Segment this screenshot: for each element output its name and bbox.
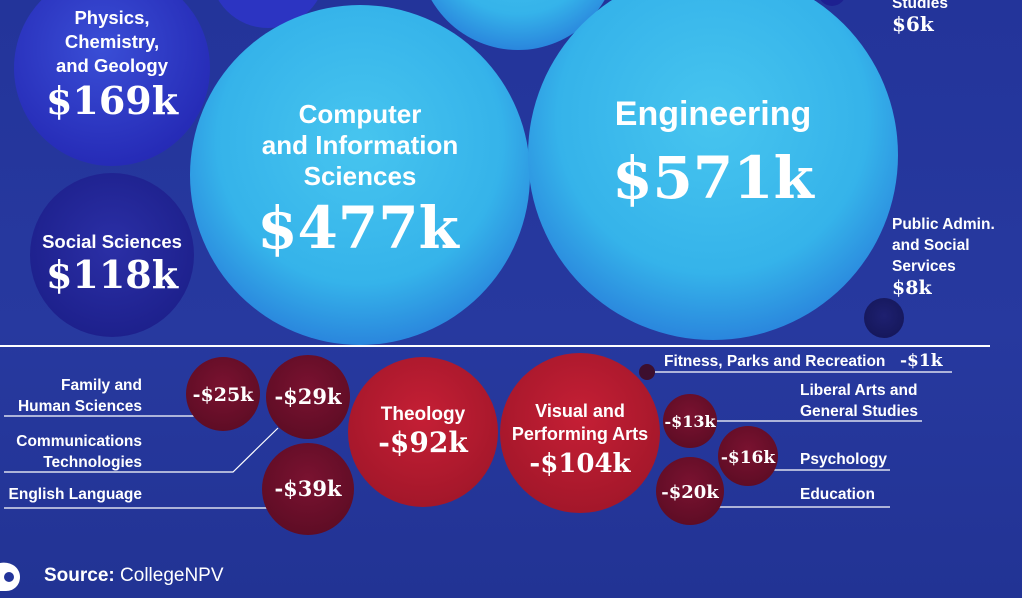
physics-line-3: and Geology — [56, 55, 169, 76]
label-studies-name: Studies — [892, 0, 948, 12]
label-family: Family and Human Sciences — [18, 377, 142, 415]
label-social: Social Sciences $118k — [42, 231, 182, 297]
bubble-comm — [266, 355, 350, 439]
psychology-label: Psychology — [800, 451, 887, 468]
bubble-studies — [820, 0, 844, 6]
computer-line-1: Computer — [299, 99, 422, 129]
computer-line-2: and Information — [262, 130, 458, 160]
bubble-social — [30, 173, 194, 337]
bubble-visual — [500, 353, 660, 513]
source-label: Source: — [44, 565, 115, 586]
physics-line-1: Physics, — [74, 7, 149, 28]
fitness-label: Fitness, Parks and Recreation — [664, 353, 885, 370]
education-label: Education — [800, 486, 875, 503]
bubble-family — [186, 357, 260, 431]
computer-line-3: Sciences — [304, 161, 417, 191]
public-line-1: Public Admin. — [892, 216, 995, 233]
family-value: -$25k — [193, 384, 255, 406]
bubble-top-center-partial — [431, 0, 605, 50]
comm-value: -$29k — [274, 384, 342, 409]
brand-logo-icon — [0, 562, 20, 591]
label-computer: Computer and Information Sciences $477k — [257, 99, 460, 262]
psychology-value: -$16k — [721, 448, 777, 468]
bubble-fitness — [639, 364, 655, 380]
education-value: -$20k — [661, 482, 719, 503]
bubble-computer — [190, 5, 530, 345]
source-line: Source: CollegeNPV — [44, 565, 224, 587]
bubble-education — [656, 457, 724, 525]
bubble-english — [262, 443, 354, 535]
english-value: -$39k — [274, 476, 342, 501]
physics-value: $169k — [46, 78, 179, 123]
label-engineering: Engineering $571k — [612, 95, 815, 212]
theology-value: -$92k — [378, 426, 468, 459]
bubble-liberal — [663, 394, 717, 448]
comm-line-2: Technologies — [43, 454, 142, 471]
leader-lines — [4, 371, 952, 509]
label-theology: Theology -$92k — [378, 404, 468, 459]
theology-line-1: Theology — [381, 404, 466, 425]
social-line-1: Social Sciences — [42, 231, 182, 252]
fitness-value: -$1k — [900, 351, 944, 371]
liberal-value: -$13k — [664, 412, 716, 431]
public-value: $8k — [892, 277, 932, 299]
source-name: CollegeNPV — [120, 565, 224, 586]
engineering-value: $571k — [612, 144, 815, 212]
liberal-line-1: Liberal Arts and — [800, 382, 917, 399]
bubble-psychology — [718, 426, 778, 486]
family-line-2: Human Sciences — [18, 398, 142, 415]
visual-line-1: Visual and — [535, 401, 625, 421]
engineering-line-1: Engineering — [615, 95, 811, 133]
label-physics: Physics, Chemistry, and Geology $169k — [46, 7, 179, 123]
label-visual: Visual and Performing Arts -$104k — [512, 401, 648, 479]
bubble-public — [864, 298, 904, 338]
english-label: English Language — [9, 486, 143, 503]
social-value: $118k — [46, 252, 179, 297]
label-liberal: Liberal Arts and General Studies — [800, 382, 918, 420]
label-public: Public Admin. and Social Services $8k — [892, 216, 995, 299]
family-line-1: Family and — [61, 377, 142, 394]
physics-line-2: Chemistry, — [65, 31, 159, 52]
label-studies-value: $6k — [892, 12, 935, 36]
label-comm: Communications Technologies — [16, 433, 142, 471]
visual-value: -$104k — [529, 449, 631, 479]
comm-line-1: Communications — [16, 433, 142, 450]
computer-value: $477k — [257, 194, 460, 262]
bubble-engineering — [528, 0, 898, 340]
visual-line-2: Performing Arts — [512, 424, 648, 444]
bubble-theology — [348, 357, 498, 507]
bubble-physics — [14, 0, 210, 166]
public-line-3: Services — [892, 258, 956, 275]
liberal-line-2: General Studies — [800, 403, 918, 420]
public-line-2: and Social — [892, 237, 970, 254]
